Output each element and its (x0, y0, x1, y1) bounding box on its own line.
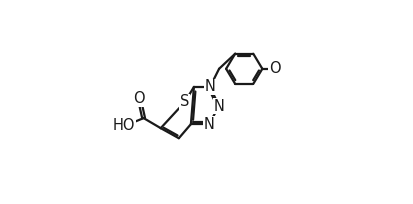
Text: S: S (180, 94, 189, 110)
Text: N: N (213, 99, 224, 113)
Text: O: O (268, 61, 280, 76)
Text: O: O (133, 91, 145, 106)
Text: N: N (204, 79, 215, 94)
Text: N: N (203, 117, 214, 132)
Text: HO: HO (113, 118, 135, 133)
